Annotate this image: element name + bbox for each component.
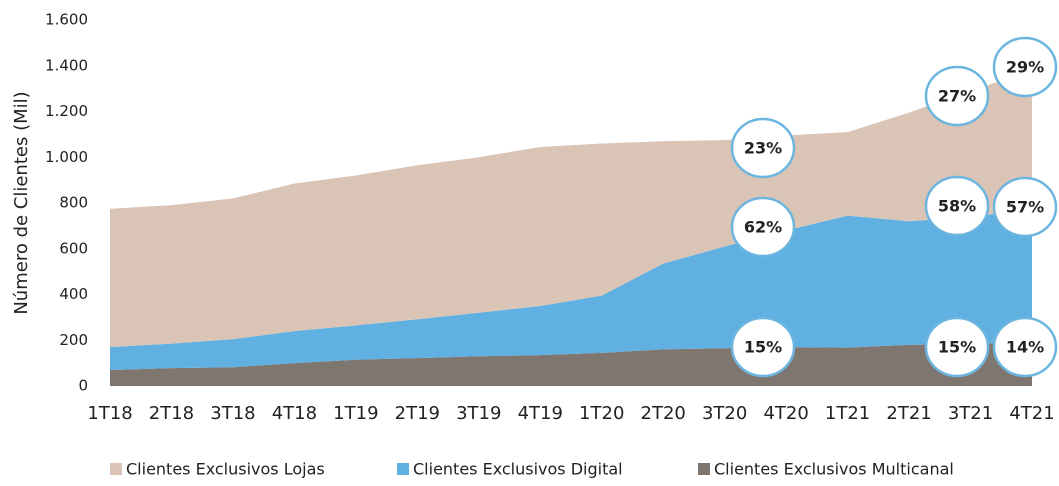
annotation-bubble — [924, 175, 990, 237]
x-tick-label: 3T20 — [702, 403, 747, 424]
annotation: 29% — [1006, 58, 1044, 77]
annotation-bubble — [992, 176, 1058, 238]
x-tick-label: 4T19 — [518, 403, 563, 424]
x-tick-label: 2T19 — [395, 403, 440, 424]
annotation: 58% — [938, 197, 976, 216]
x-tick-label: 2T18 — [149, 403, 194, 424]
area — [110, 209, 1032, 370]
x-tick-label: 1T21 — [825, 403, 870, 424]
legend-swatch — [698, 463, 710, 475]
y-tick-label: 1.000 — [45, 148, 88, 166]
x-tick-label: 1T20 — [579, 403, 624, 424]
y-tick-label: 400 — [59, 285, 88, 303]
y-axis-label: Número de Clientes (Mil) — [11, 91, 32, 314]
annotation-bubble — [730, 196, 796, 258]
x-tick-label: 3T19 — [456, 403, 501, 424]
x-tick-label: 4T20 — [763, 403, 808, 424]
legend-label: Clientes Exclusivos Lojas — [126, 460, 325, 479]
y-tick-label: 600 — [59, 239, 88, 257]
legend-label: Clientes Exclusivos Multicanal — [714, 460, 954, 479]
y-tick-label: 0 — [78, 377, 88, 395]
area — [110, 70, 1032, 348]
legend-label: Clientes Exclusivos Digital — [413, 460, 623, 479]
annotation-bubble — [730, 117, 796, 179]
x-tick-label: 3T18 — [210, 403, 255, 424]
annotation-bubble — [730, 316, 796, 378]
x-tick-label: 4T18 — [272, 403, 317, 424]
x-tick-label: 4T21 — [1009, 403, 1054, 424]
annotation: 14% — [1006, 338, 1044, 357]
y-tick-label: 1.400 — [45, 56, 88, 74]
legend-swatch — [397, 463, 409, 475]
annotation: 62% — [744, 218, 782, 237]
x-tick-label: 2T20 — [641, 403, 686, 424]
annotation-bubble — [924, 65, 990, 127]
y-tick-label: 1.200 — [45, 102, 88, 120]
y-tick-label: 800 — [59, 194, 88, 212]
annotation-bubble — [992, 316, 1058, 378]
legend-swatch — [110, 463, 122, 475]
y-tick-label: 200 — [59, 331, 88, 349]
area — [110, 342, 1032, 386]
annotation: 23% — [744, 139, 782, 158]
x-tick-label: 1T19 — [333, 403, 378, 424]
annotation: 57% — [1006, 198, 1044, 217]
x-tick-label: 2T21 — [886, 403, 931, 424]
annotation: 15% — [744, 338, 782, 357]
annotation: 15% — [938, 338, 976, 357]
annotation-bubble — [924, 316, 990, 378]
x-tick-label: 1T18 — [87, 403, 132, 424]
annotation: 27% — [938, 87, 976, 106]
annotation-bubble — [992, 36, 1058, 98]
x-tick-label: 3T21 — [948, 403, 993, 424]
y-tick-label: 1.600 — [45, 11, 88, 29]
